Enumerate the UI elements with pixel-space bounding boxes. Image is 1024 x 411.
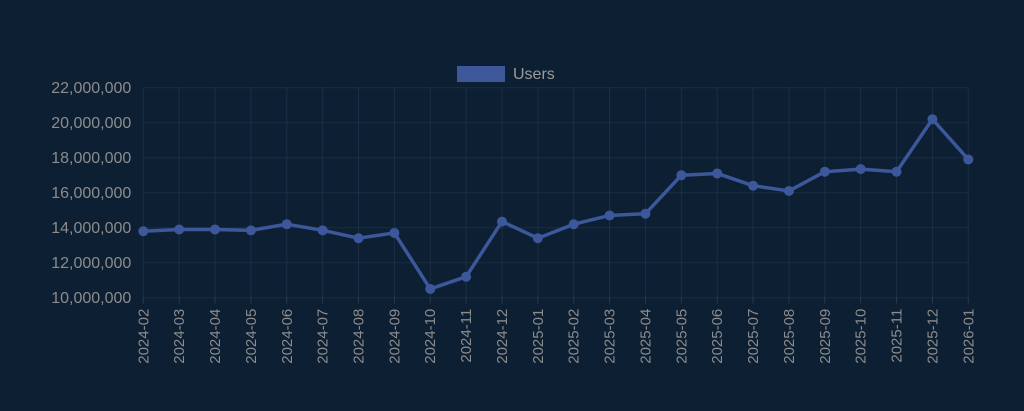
x-axis-tick-label: 2025-10	[853, 309, 870, 364]
x-axis-tick-label: 2024-02	[135, 309, 152, 364]
data-point[interactable]	[532, 233, 543, 244]
x-axis-tick-label: 2025-03	[602, 309, 619, 364]
data-point[interactable]	[568, 219, 579, 230]
x-axis-tick-label: 2025-05	[673, 309, 690, 364]
x-axis-tick-label: 2025-12	[924, 309, 941, 364]
x-axis-tick-label: 2025-04	[637, 309, 654, 364]
data-point[interactable]	[353, 233, 364, 244]
data-point[interactable]	[855, 164, 866, 175]
x-axis-tick-label: 2025-08	[781, 309, 798, 364]
y-axis-tick-label: 10,000,000	[51, 290, 131, 307]
x-axis-tick-label: 2024-08	[351, 309, 368, 364]
data-point[interactable]	[963, 154, 974, 165]
data-point[interactable]	[210, 224, 221, 235]
x-axis-tick-label: 2024-06	[279, 309, 296, 364]
legend[interactable]: Users	[457, 66, 555, 83]
x-axis-tick-label: 2024-09	[386, 309, 403, 364]
data-point[interactable]	[317, 225, 328, 236]
x-axis-tick-label: 2025-01	[530, 309, 547, 364]
data-point[interactable]	[174, 224, 185, 235]
data-point[interactable]	[927, 114, 938, 125]
data-point[interactable]	[281, 219, 292, 230]
x-axis-tick-label: 2024-07	[315, 309, 332, 364]
x-axis-tick-label: 2026-01	[960, 309, 977, 364]
x-axis-tick-label: 2024-05	[243, 309, 260, 364]
y-axis-tick-label: 12,000,000	[51, 255, 131, 272]
y-axis-tick-label: 14,000,000	[51, 220, 131, 237]
x-axis-tick-label: 2025-09	[817, 309, 834, 364]
x-axis-tick-label: 2024-04	[207, 309, 224, 364]
data-point[interactable]	[425, 283, 436, 294]
data-point[interactable]	[676, 170, 687, 181]
data-point[interactable]	[783, 185, 794, 196]
users-line	[141, 117, 971, 291]
data-point[interactable]	[604, 210, 615, 221]
x-axis-tick-label: 2024-03	[171, 309, 188, 364]
data-point[interactable]	[461, 271, 472, 282]
data-point[interactable]	[819, 166, 830, 177]
legend-label: Users	[513, 66, 555, 83]
data-point[interactable]	[640, 208, 651, 219]
x-axis-tick-label: 2025-06	[709, 309, 726, 364]
y-axis-tick-label: 16,000,000	[51, 185, 131, 202]
data-point[interactable]	[748, 180, 759, 191]
y-axis-tick-label: 20,000,000	[51, 115, 131, 132]
y-axis-tick-label: 22,000,000	[51, 80, 131, 97]
x-axis-tick-label: 2024-12	[494, 309, 511, 364]
x-axis-tick-label: 2024-11	[458, 309, 475, 363]
data-point[interactable]	[138, 226, 149, 237]
x-axis-tick-label: 2025-11	[889, 309, 906, 363]
data-point[interactable]	[496, 216, 507, 227]
data-point[interactable]	[389, 227, 400, 238]
data-point[interactable]	[245, 225, 256, 236]
data-point[interactable]	[712, 168, 723, 179]
data-point[interactable]	[891, 166, 902, 177]
x-axis-tick-label: 2025-07	[745, 309, 762, 364]
x-axis-tick-label: 2025-02	[566, 309, 583, 364]
legend-swatch[interactable]	[457, 66, 505, 82]
x-axis-tick-label: 2024-10	[422, 309, 439, 364]
y-axis-tick-label: 18,000,000	[51, 150, 131, 167]
